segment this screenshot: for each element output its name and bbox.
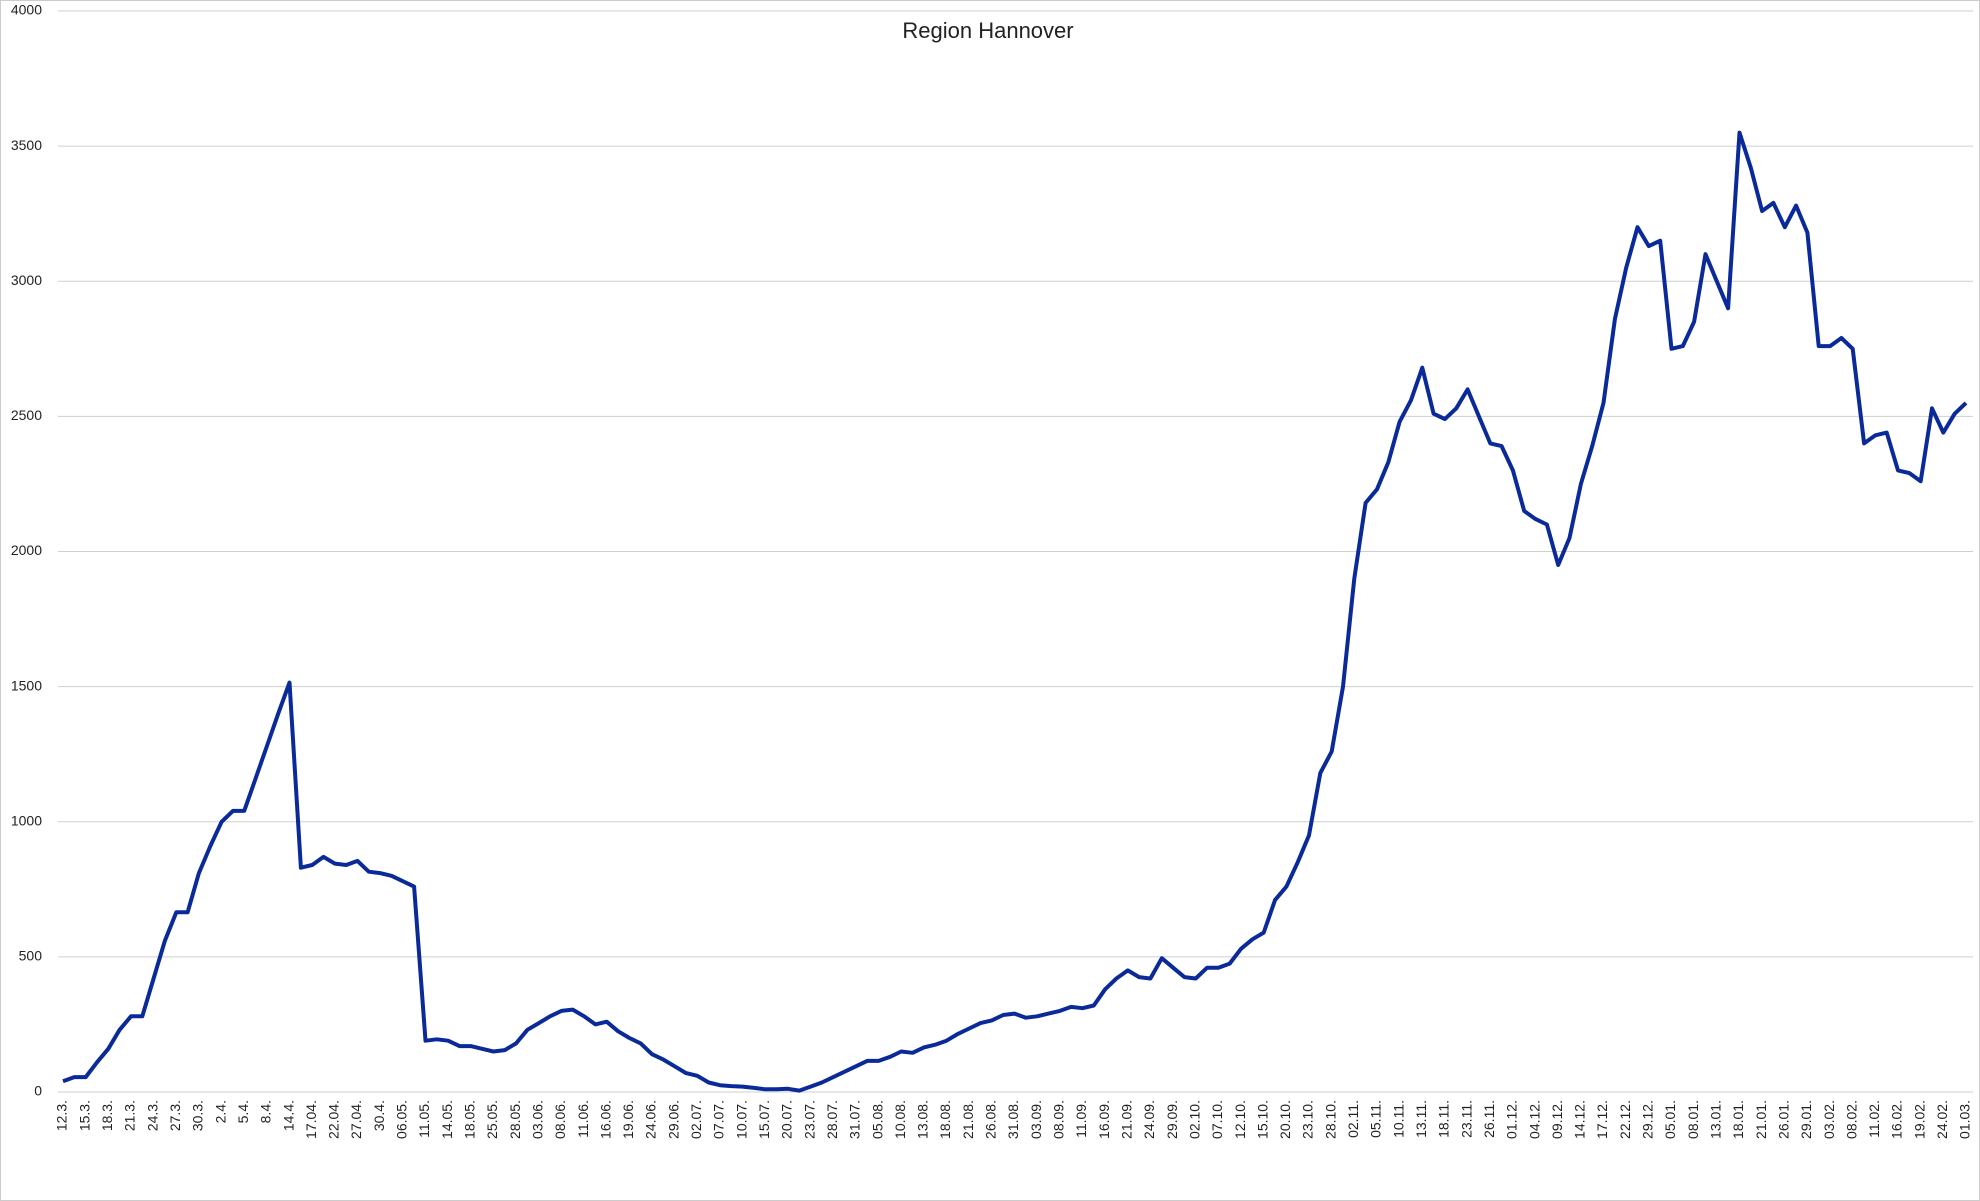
data-line [62, 130, 1968, 1093]
y-tick-label: 1500 [11, 677, 42, 693]
x-tick-label: 15.3. [76, 1100, 92, 1131]
x-tick-label: 19.02. [1911, 1100, 1927, 1139]
x-tick-label: 09.12. [1549, 1100, 1565, 1139]
x-tick-label: 23.10. [1300, 1100, 1316, 1139]
y-tick-label: 0 [34, 1083, 42, 1099]
x-tick-label: 10.08. [892, 1100, 908, 1139]
x-tick-label: 14.05. [439, 1100, 455, 1139]
x-tick-label: 25.05. [484, 1100, 500, 1139]
x-tick-label: 24.02. [1934, 1100, 1950, 1139]
y-tick-label: 500 [19, 948, 43, 964]
x-tick-label: 13.01. [1708, 1100, 1724, 1139]
x-tick-label: 17.04. [303, 1100, 319, 1139]
x-tick-label: 05.11. [1368, 1100, 1384, 1138]
x-tick-label: 11.09. [1073, 1100, 1089, 1138]
x-tick-label: 11.02. [1866, 1100, 1882, 1138]
x-tick-label: 19.06. [620, 1100, 636, 1139]
x-tick-label: 18.05. [461, 1100, 477, 1139]
x-tick-label: 16.06. [597, 1100, 613, 1139]
x-tick-label: 28.07. [824, 1100, 840, 1139]
x-tick-label: 8.4. [258, 1100, 274, 1123]
x-tick-label: 11.06. [575, 1100, 591, 1138]
x-tick-label: 30.3. [190, 1100, 206, 1131]
x-tick-label: 29.12. [1640, 1100, 1656, 1139]
x-tick-label: 27.3. [167, 1100, 183, 1131]
x-tick-label: 24.3. [144, 1100, 160, 1131]
x-tick-label: 20.07. [779, 1100, 795, 1139]
x-tick-label: 07.10. [1209, 1100, 1225, 1139]
x-tick-label: 23.11. [1458, 1100, 1474, 1138]
x-tick-label: 20.10. [1277, 1100, 1293, 1139]
x-tick-label: 24.09. [1141, 1100, 1157, 1139]
x-tick-label: 21.3. [122, 1100, 138, 1131]
x-tick-label: 2.4. [212, 1100, 228, 1123]
x-tick-label: 03.02. [1821, 1100, 1837, 1139]
x-tick-label: 18.01. [1730, 1100, 1746, 1139]
x-tick-label: 26.11. [1481, 1100, 1497, 1138]
y-tick-label: 2500 [11, 407, 42, 423]
x-tick-label: 26.01. [1775, 1100, 1791, 1139]
x-tick-label: 02.10. [1186, 1100, 1202, 1139]
x-tick-label: 08.01. [1685, 1100, 1701, 1139]
x-tick-label: 14.4. [280, 1100, 296, 1131]
x-tick-label: 10.11. [1390, 1100, 1406, 1138]
x-tick-label: 31.08. [1005, 1100, 1021, 1139]
x-tick-label: 02.07. [688, 1100, 704, 1139]
x-tick-label: 13.08. [915, 1100, 931, 1139]
x-tick-label: 23.07. [801, 1100, 817, 1139]
x-tick-label: 05.01. [1662, 1100, 1678, 1139]
x-tick-label: 22.04. [326, 1100, 342, 1139]
x-tick-label: 21.08. [960, 1100, 976, 1139]
x-tick-label: 22.12. [1617, 1100, 1633, 1139]
x-tick-label: 29.09. [1164, 1100, 1180, 1139]
x-tick-label: 16.02. [1889, 1100, 1905, 1139]
x-tick-label: 18.3. [99, 1100, 115, 1131]
x-tick-label: 27.04. [348, 1100, 364, 1139]
x-tick-label: 17.12. [1594, 1100, 1610, 1139]
y-tick-label: 4000 [11, 2, 42, 18]
x-tick-label: 5.4. [235, 1100, 251, 1123]
x-tick-label: 10.07. [733, 1100, 749, 1139]
x-tick-label: 08.02. [1843, 1100, 1859, 1139]
x-tick-label: 01.12. [1504, 1100, 1520, 1139]
y-tick-label: 1000 [11, 812, 42, 828]
x-tick-label: 21.01. [1753, 1100, 1769, 1139]
x-tick-label: 18.08. [937, 1100, 953, 1139]
x-tick-label: 15.10. [1254, 1100, 1270, 1139]
x-tick-label: 31.07. [847, 1100, 863, 1139]
x-tick-label: 08.06. [552, 1100, 568, 1139]
x-tick-label: 03.09. [1028, 1100, 1044, 1139]
x-tick-label: 04.12. [1526, 1100, 1542, 1139]
x-tick-label: 21.09. [1118, 1100, 1134, 1139]
x-tick-label: 28.10. [1322, 1100, 1338, 1139]
x-tick-label: 12.3. [54, 1100, 70, 1131]
x-tick-label: 30.4. [371, 1100, 387, 1131]
x-tick-label: 29.01. [1798, 1100, 1814, 1139]
x-tick-label: 18.11. [1436, 1100, 1452, 1138]
y-tick-label: 3000 [11, 272, 42, 288]
x-tick-label: 02.11. [1345, 1100, 1361, 1138]
x-tick-label: 03.06. [529, 1100, 545, 1139]
y-tick-label: 3500 [11, 137, 42, 153]
x-tick-label: 06.05. [394, 1100, 410, 1139]
chart-title: Region Hannover [902, 18, 1073, 43]
x-tick-label: 08.09. [1051, 1100, 1067, 1139]
x-tick-label: 05.08. [869, 1100, 885, 1139]
x-tick-label: 01.03. [1957, 1100, 1973, 1139]
x-tick-label: 15.07. [756, 1100, 772, 1139]
x-tick-label: 12.10. [1232, 1100, 1248, 1139]
x-tick-label: 24.06. [643, 1100, 659, 1139]
x-tick-label: 29.06. [665, 1100, 681, 1139]
x-tick-label: 14.12. [1572, 1100, 1588, 1139]
x-tick-label: 07.07. [711, 1100, 727, 1139]
x-tick-label: 16.09. [1096, 1100, 1112, 1139]
x-tick-label: 26.08. [983, 1100, 999, 1139]
x-tick-label: 28.05. [507, 1100, 523, 1139]
x-tick-label: 11.05. [416, 1100, 432, 1138]
x-tick-label: 13.11. [1413, 1100, 1429, 1138]
y-tick-label: 2000 [11, 542, 42, 558]
